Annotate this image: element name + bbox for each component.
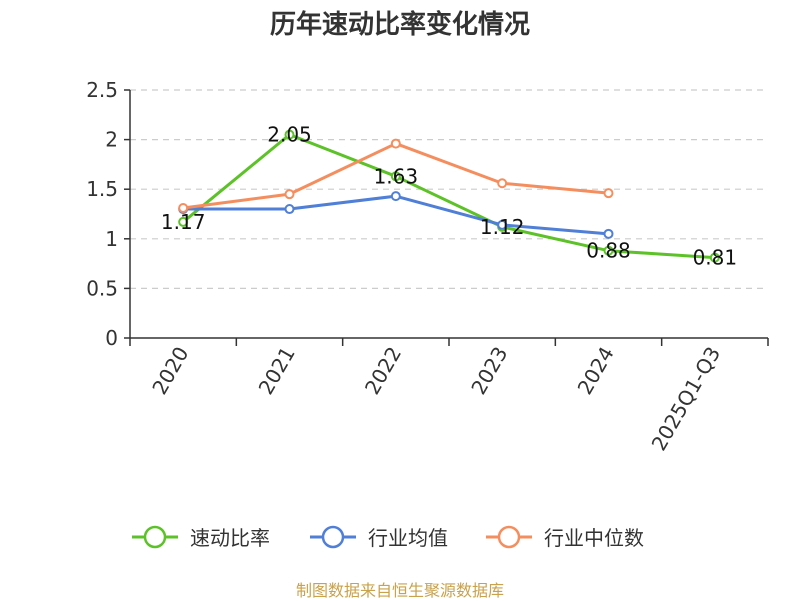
x-tick-label: 2021 — [254, 343, 300, 399]
data-point — [390, 171, 401, 182]
x-tick-label: 2023 — [466, 342, 512, 398]
legend-marker — [321, 525, 345, 549]
series-line — [183, 194, 609, 236]
data-point — [284, 189, 295, 200]
y-tick-label: 1 — [105, 227, 118, 251]
legend-marker — [497, 525, 521, 549]
legend-label: 行业中位数 — [544, 526, 644, 550]
data-point — [178, 203, 189, 214]
y-tick-label: 2.5 — [86, 78, 118, 102]
data-point — [497, 178, 508, 189]
data-label: 1.63 — [374, 164, 419, 188]
data-point — [497, 219, 508, 230]
x-tick-label: 2020 — [147, 343, 193, 399]
data-label: 0.81 — [693, 246, 738, 270]
x-tick-label: 2025Q1-Q3 — [646, 343, 725, 455]
data-point — [603, 245, 614, 256]
data-point — [178, 216, 189, 227]
y-tick-label: 0.5 — [86, 276, 118, 300]
data-point — [284, 129, 295, 140]
legend-marker — [143, 525, 167, 549]
source-note: 制图数据来自恒生聚源数据库 — [295, 581, 504, 600]
data-point — [390, 191, 401, 202]
data-label: 2.05 — [267, 123, 312, 147]
data-point — [603, 188, 614, 199]
data-labels: 1.17 2.05 1.63 1.12 0.88 0.81 — [161, 123, 737, 270]
axes: 0 0.5 1 1.5 2 2.5 2020 2021 2022 2023 2024 2025Q1-Q… — [86, 78, 769, 455]
legend-label: 行业均值 — [368, 526, 448, 550]
data-point — [709, 252, 720, 263]
data-label: 1.12 — [480, 215, 525, 239]
legend: 速动比率 行业均值 行业中位数 — [132, 525, 644, 550]
data-point — [284, 204, 295, 215]
chart-title: 历年速动比率变化情况 — [269, 10, 530, 40]
grid-lines — [130, 89, 768, 289]
series-line — [182, 133, 715, 260]
data-label: 1.17 — [161, 210, 206, 234]
legend-label: 速动比率 — [190, 526, 270, 550]
series-lines — [178, 129, 720, 263]
data-point — [603, 228, 614, 239]
data-label: 0.88 — [586, 239, 631, 263]
x-tick-label: 2024 — [573, 343, 619, 399]
y-tick-label: 0 — [105, 326, 118, 350]
y-tick-label: 1.5 — [86, 177, 118, 201]
x-tick-label: 2022 — [360, 343, 406, 399]
y-tick-label: 2 — [105, 128, 118, 152]
data-point — [390, 138, 401, 149]
